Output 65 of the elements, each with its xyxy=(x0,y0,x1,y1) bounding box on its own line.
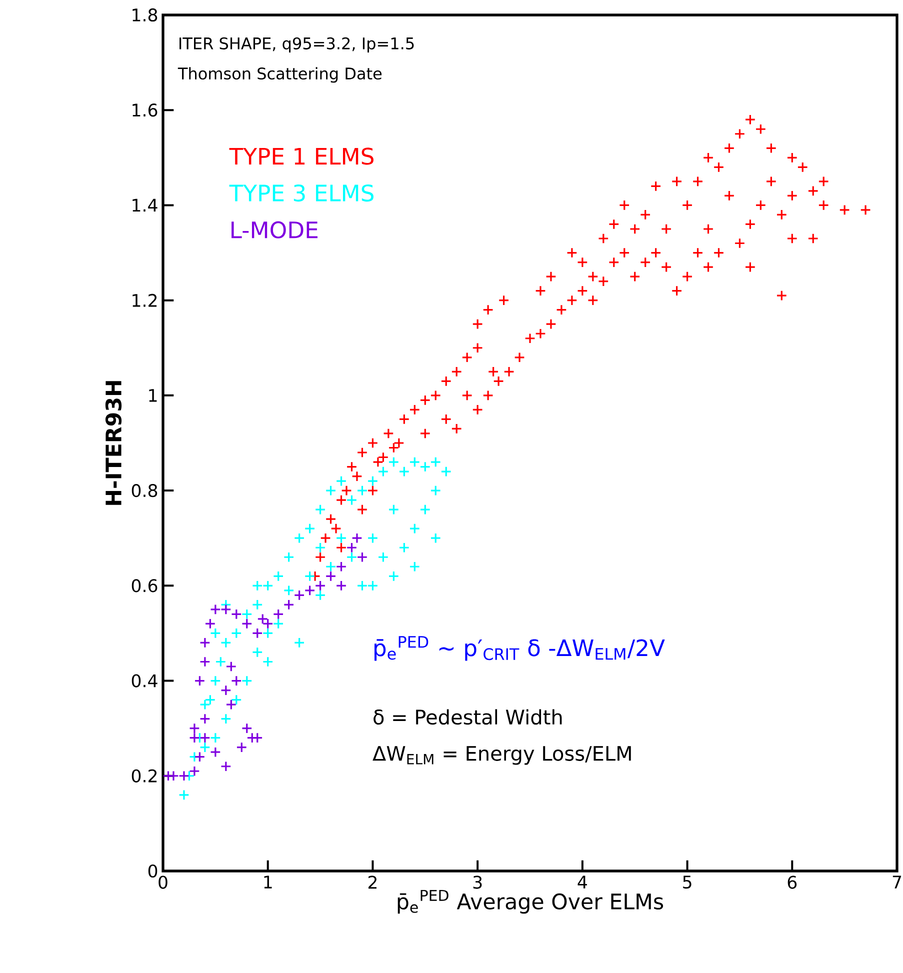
annotation: Thomson Scattering Date xyxy=(178,67,382,83)
point xyxy=(325,570,336,582)
point xyxy=(241,618,252,630)
x-tick-label: 1 xyxy=(264,876,272,888)
point xyxy=(226,661,237,672)
point xyxy=(252,628,263,639)
point xyxy=(352,532,362,544)
x-tick-label: 6 xyxy=(788,876,797,889)
point xyxy=(304,584,316,596)
x-tick-label: 4 xyxy=(578,876,587,888)
y-tick-label: 1.2 xyxy=(132,294,157,307)
point xyxy=(356,552,368,563)
point xyxy=(314,580,326,592)
point xyxy=(283,599,294,610)
point xyxy=(188,766,200,777)
y-tick-label: 1.6 xyxy=(132,104,158,117)
point xyxy=(236,742,248,753)
y-tick-label: 1 xyxy=(149,389,157,402)
x-tick-label: 7 xyxy=(892,876,902,888)
point xyxy=(346,542,358,554)
point xyxy=(199,713,210,724)
point xyxy=(199,732,210,744)
point xyxy=(210,604,221,615)
y-tick-label: 1.4 xyxy=(132,198,158,212)
annotation: p̄$_{e}$$^{PED}$ ~ p′$_{CRIT}$ δ -ΔW$_{ELM}$/2V xyxy=(374,636,665,661)
point xyxy=(241,722,252,734)
point xyxy=(336,561,347,572)
x-tick-label: 5 xyxy=(683,876,692,889)
y-tick-label: 0.4 xyxy=(132,674,158,688)
point xyxy=(188,732,200,744)
x-tick-label: 3 xyxy=(473,876,482,889)
y-tick-label: 0.6 xyxy=(132,579,158,592)
text: TYPE 3 ELMS xyxy=(229,184,374,202)
annotation: ITER SHAPE, q95=3.2, Ip=1.5 xyxy=(180,37,414,53)
point xyxy=(204,618,216,630)
y-axis-title: H-ITER93H xyxy=(105,381,122,505)
x-axis-title: p̄$_{e}$$^{PED}$ Average Over ELMs xyxy=(398,890,664,914)
point xyxy=(336,580,347,592)
point xyxy=(194,675,206,686)
text: TYPE 1 ELMS xyxy=(229,148,374,165)
point xyxy=(178,770,190,782)
point xyxy=(230,675,242,686)
point xyxy=(188,722,200,734)
point xyxy=(168,770,179,782)
x-tick-label: 0 xyxy=(158,876,168,889)
y-tick-label: 1.8 xyxy=(132,8,158,22)
y-tick-label: 0.8 xyxy=(132,484,158,498)
point xyxy=(272,608,284,620)
annotation: δ = Pedestal Width xyxy=(374,709,562,725)
point xyxy=(252,732,263,744)
point xyxy=(199,656,210,668)
point xyxy=(194,751,206,762)
point xyxy=(294,590,305,601)
y-tick-label: 0.2 xyxy=(132,769,157,782)
annotation: ΔW$_{ELM}$ = Energy Loss/ELM xyxy=(372,746,631,765)
point xyxy=(220,604,232,615)
text: L-MODE xyxy=(232,221,318,238)
point xyxy=(210,746,221,758)
x-tick-label: 2 xyxy=(368,876,376,889)
point xyxy=(230,608,242,620)
y-tick-label: 0 xyxy=(148,864,158,878)
point xyxy=(220,760,232,772)
point xyxy=(220,684,232,696)
point xyxy=(199,637,210,648)
point xyxy=(226,699,237,710)
